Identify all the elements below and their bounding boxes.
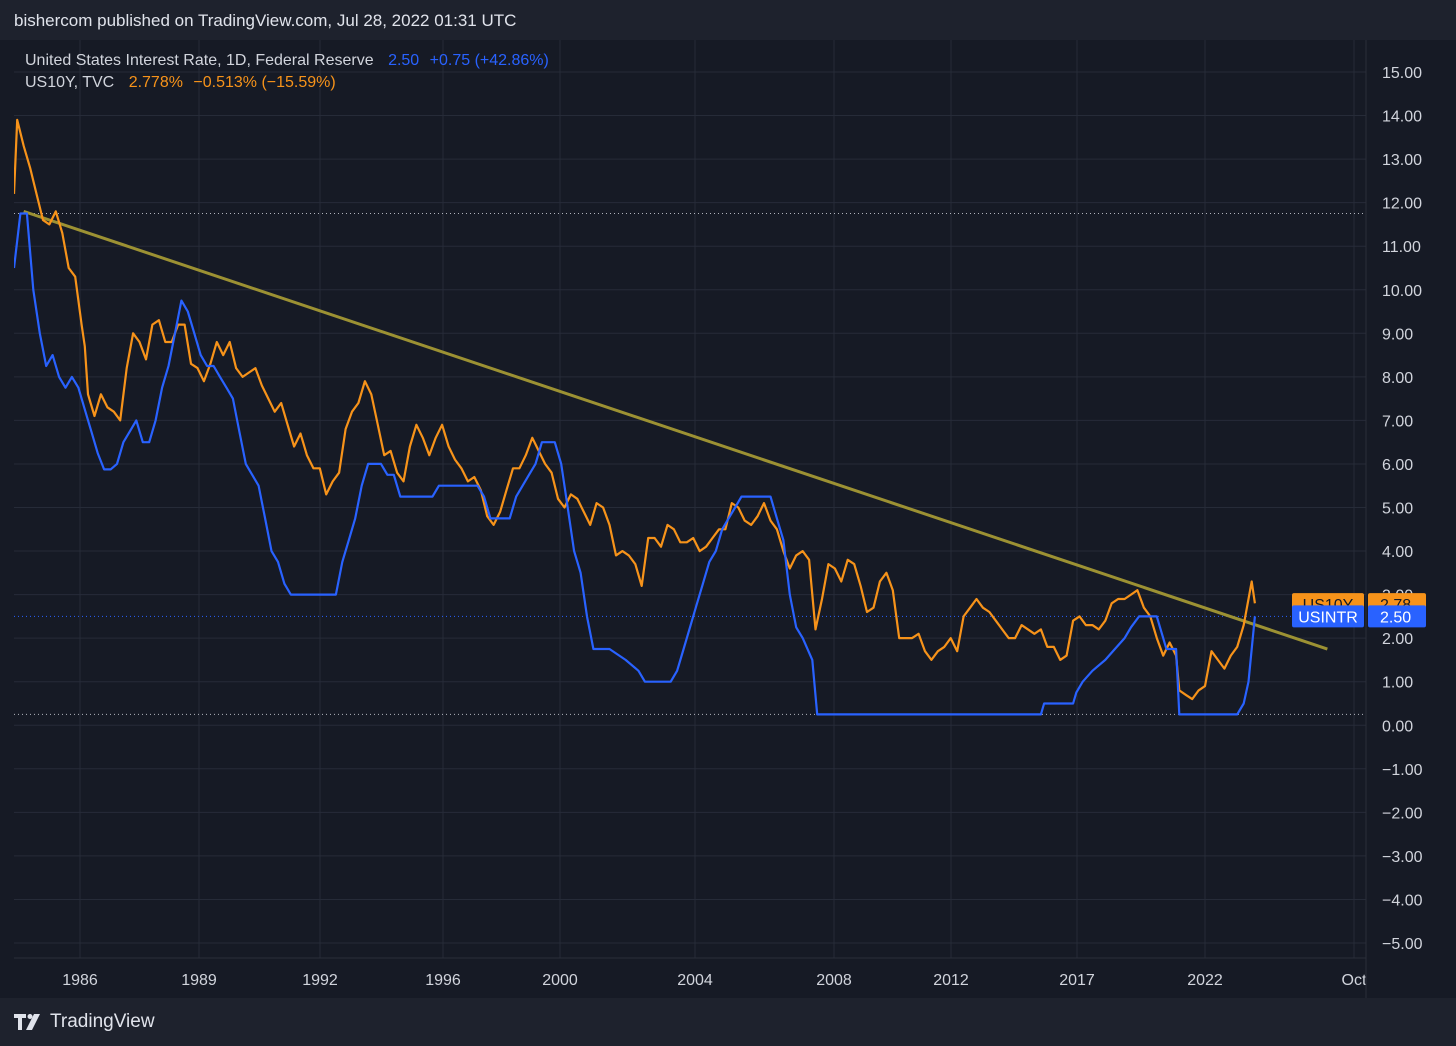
tradingview-logo-icon bbox=[14, 1014, 40, 1030]
header-bar: bishercom published on TradingView.com, … bbox=[0, 0, 1456, 40]
legend-us10y-change: −0.513% (−15.59%) bbox=[193, 74, 336, 91]
axes: 15.00 14.00 13.00 12.00 11.00 10.00 9.00 8.00 7.… bbox=[14, 40, 1423, 1000]
series-layer bbox=[12, 118, 1256, 716]
y-tick-label: −1.00 bbox=[1382, 762, 1423, 779]
x-tick-label: 1996 bbox=[425, 972, 461, 989]
legend: United States Interest Rate, 1D, Federal… bbox=[25, 50, 555, 94]
badge-usintr-value: 2.50 bbox=[1380, 609, 1411, 626]
y-tick-label: 14.00 bbox=[1382, 109, 1422, 126]
series-line-us10y[interactable] bbox=[12, 118, 1256, 701]
badge-usintr: USINTR 2.50 bbox=[1292, 605, 1426, 628]
x-tick-label: 1989 bbox=[181, 972, 217, 989]
y-tick-label: 9.00 bbox=[1382, 326, 1413, 343]
x-tick-label: 2022 bbox=[1187, 972, 1223, 989]
y-tick-label: 11.00 bbox=[1382, 239, 1421, 256]
y-tick-label: 13.00 bbox=[1382, 152, 1422, 169]
chart-area[interactable]: 15.00 14.00 13.00 12.00 11.00 10.00 9.00 8.00 7.… bbox=[12, 40, 1456, 1000]
y-tick-label: 7.00 bbox=[1382, 413, 1413, 430]
x-tick-label: 1992 bbox=[302, 972, 338, 989]
y-tick-label: 12.00 bbox=[1382, 196, 1422, 213]
legend-usintr-name: United States Interest Rate, 1D, Federal… bbox=[25, 52, 374, 69]
trendline-layer bbox=[23, 209, 1328, 651]
x-tick-label: 1986 bbox=[62, 972, 98, 989]
y-tick-label: 0.00 bbox=[1382, 718, 1413, 735]
reference-lines bbox=[14, 213, 1366, 715]
legend-us10y-value: 2.778% bbox=[128, 74, 183, 91]
legend-usintr-change: +0.75 (+42.86%) bbox=[429, 52, 549, 69]
series-line-usintr[interactable] bbox=[12, 212, 1256, 716]
legend-row-usintr[interactable]: United States Interest Rate, 1D, Federal… bbox=[25, 50, 555, 72]
x-tick-label: 2012 bbox=[933, 972, 969, 989]
tradingview-brand: TradingView bbox=[50, 1011, 155, 1032]
price-badges: US10Y 2.78 USINTR 2.50 bbox=[1292, 593, 1426, 628]
y-tick-label: 15.00 bbox=[1382, 65, 1422, 82]
x-tick-label: 2017 bbox=[1059, 972, 1095, 989]
legend-us10y-name: US10Y, TVC bbox=[25, 74, 115, 91]
tradingview-logo[interactable]: TradingView bbox=[14, 1011, 155, 1033]
badge-usintr-label: USINTR bbox=[1298, 609, 1358, 626]
legend-usintr-value: 2.50 bbox=[388, 52, 420, 69]
trendline[interactable] bbox=[23, 209, 1328, 651]
footer-bar: TradingView bbox=[0, 998, 1456, 1046]
y-tick-label: 5.00 bbox=[1382, 501, 1413, 518]
y-tick-label: 2.00 bbox=[1382, 631, 1413, 648]
badge-usintr-label-bg bbox=[1292, 605, 1364, 628]
y-tick-label: 4.00 bbox=[1382, 544, 1413, 561]
published-text: bishercom published on TradingView.com, … bbox=[14, 11, 517, 30]
chart-svg[interactable]: 15.00 14.00 13.00 12.00 11.00 10.00 9.00 8.00 7.… bbox=[12, 40, 1456, 1000]
y-tick-label: 6.00 bbox=[1382, 457, 1413, 474]
x-tick-label: Oct bbox=[1342, 972, 1367, 989]
x-tick-label: 2000 bbox=[542, 972, 578, 989]
y-tick-label: −2.00 bbox=[1382, 805, 1423, 822]
y-tick-label: 10.00 bbox=[1382, 283, 1422, 300]
legend-row-us10y[interactable]: US10Y, TVC 2.778% −0.513% (−15.59%) bbox=[25, 72, 555, 94]
x-tick-label: 2008 bbox=[816, 972, 852, 989]
x-tick-label: 2004 bbox=[677, 972, 713, 989]
grid-lines bbox=[14, 40, 1366, 958]
y-tick-label: −4.00 bbox=[1382, 892, 1423, 909]
y-tick-label: 1.00 bbox=[1382, 675, 1413, 692]
badge-usintr-value-bg bbox=[1368, 605, 1426, 628]
y-tick-label: −3.00 bbox=[1382, 849, 1423, 866]
y-tick-label: 8.00 bbox=[1382, 370, 1413, 387]
y-tick-label: −5.00 bbox=[1382, 936, 1423, 953]
